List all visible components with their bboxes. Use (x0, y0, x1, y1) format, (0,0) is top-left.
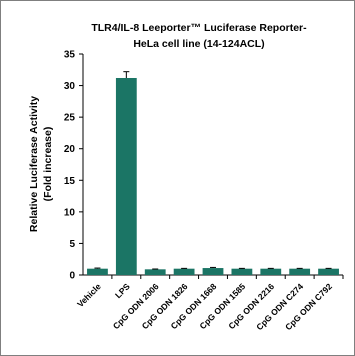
y-tick-label: 15 (64, 176, 76, 187)
bar (231, 268, 253, 275)
y-tick-label: 25 (64, 113, 76, 124)
y-axis-label: Relative Luciferase Activity (28, 96, 40, 232)
bar (260, 268, 282, 275)
chart-title: TLR4/IL-8 Leeporter™ Luciferase Reporter… (91, 22, 307, 34)
x-tick-label: LPS (113, 281, 132, 300)
bars (87, 71, 339, 275)
y-tick-label: 30 (64, 81, 76, 92)
bar (289, 268, 311, 275)
y-tick-label: 35 (64, 50, 76, 61)
bar (173, 268, 195, 275)
bar (144, 269, 166, 275)
chart-subtitle: HeLa cell line (14-124ACL) (133, 38, 264, 50)
bar (115, 77, 137, 275)
y-axis-label-unit: (Fold increase) (42, 127, 54, 202)
x-tick-label: Vehicle (75, 281, 103, 309)
y-ticks: 0 5 10 15 20 25 30 35 (64, 50, 83, 282)
y-tick-label: 10 (64, 207, 76, 218)
y-tick-label: 5 (69, 239, 75, 250)
bar (202, 268, 224, 275)
bar (87, 268, 108, 275)
y-tick-label: 0 (69, 271, 75, 282)
y-tick-label: 20 (64, 144, 76, 155)
bar (318, 268, 339, 275)
